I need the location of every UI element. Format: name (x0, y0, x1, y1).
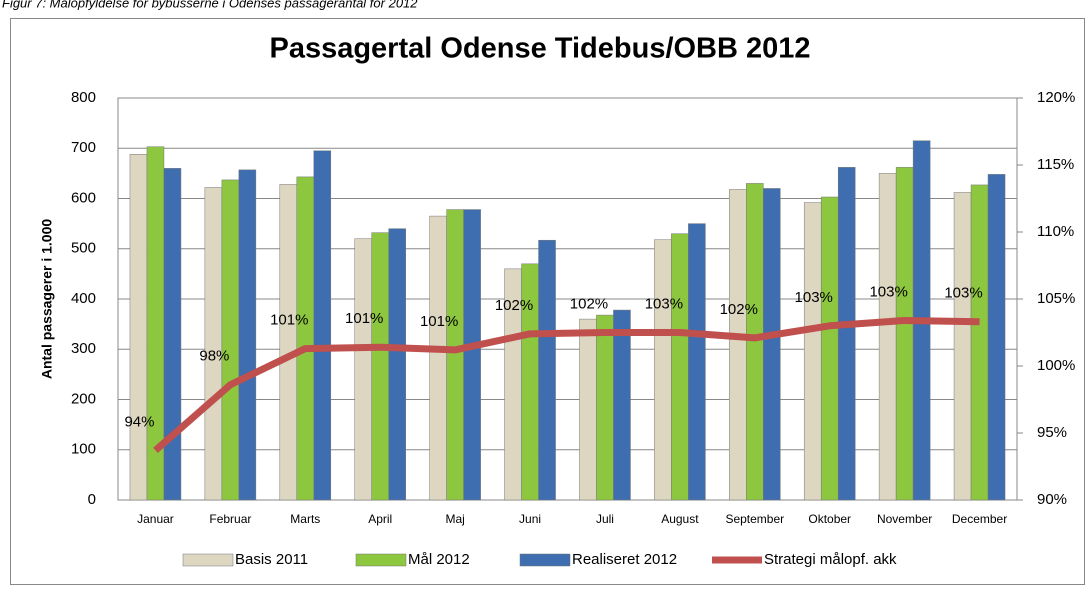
bar (654, 239, 672, 501)
y-axis-label: Antal passagerer i 1.000 (39, 219, 55, 380)
y-tick-label: 400 (71, 290, 96, 307)
y-tick-label: 600 (71, 189, 96, 206)
data-label: 103% (869, 283, 907, 300)
x-tick-label: Februar (209, 512, 251, 526)
bar (388, 228, 406, 501)
bar (446, 209, 464, 501)
y2-tick-label: 90% (1037, 491, 1067, 508)
legend-swatch (355, 553, 407, 567)
y-tick-label: 0 (88, 491, 96, 508)
y2-tick-label: 95% (1037, 424, 1067, 441)
bar (688, 223, 706, 501)
data-label: 103% (944, 285, 982, 302)
x-tick-label: September (725, 512, 784, 526)
y-tick-label: 800 (71, 89, 96, 106)
x-tick-label: Januar (137, 512, 174, 526)
y2-tick-label: 100% (1037, 357, 1075, 374)
bar (163, 168, 182, 501)
data-label: 102% (570, 295, 608, 312)
x-tick-label: Maj (445, 512, 464, 526)
bar (279, 184, 298, 501)
y2-tick-label: 120% (1037, 89, 1075, 106)
y2-tick-label: 110% (1037, 223, 1074, 240)
bar (238, 169, 257, 501)
caption: Figur 7: Målopfyldelse for bybusserne i … (2, 0, 418, 10)
legend-label: Realiseret 2012 (572, 551, 677, 568)
data-label: 102% (495, 297, 533, 314)
x-tick-label: April (368, 512, 392, 526)
legend-label: Basis 2011 (235, 551, 308, 568)
y-tick-label: 200 (71, 390, 96, 407)
y-tick-label: 500 (71, 240, 96, 257)
chart-border (10, 18, 1085, 585)
bar (538, 239, 556, 501)
legend-swatch (519, 553, 571, 567)
bar (579, 318, 597, 501)
data-label: 101% (345, 310, 383, 327)
x-tick-label: Oktober (808, 512, 851, 526)
bar (803, 202, 822, 501)
bar (129, 154, 148, 501)
chart-title: Passagertal Odense Tidebus/OBB 2012 (269, 33, 810, 65)
data-label: 101% (270, 312, 308, 329)
x-tick-label: December (952, 512, 1007, 526)
bar (820, 196, 839, 501)
bar (596, 314, 614, 501)
bar (463, 209, 481, 501)
y2-tick-label: 105% (1037, 290, 1075, 307)
y-tick-label: 100 (71, 441, 96, 458)
x-tick-label: Marts (290, 512, 320, 526)
bar (837, 167, 856, 501)
bar (671, 233, 689, 501)
bar (729, 189, 747, 501)
legend-swatch (182, 553, 234, 567)
bar (746, 183, 764, 501)
bar (221, 179, 240, 501)
bar (895, 167, 914, 501)
bar (878, 173, 897, 501)
data-label: 98% (199, 348, 229, 365)
x-tick-label: Juli (596, 512, 614, 526)
bar (613, 309, 631, 501)
bar (763, 188, 781, 501)
data-label: 94% (124, 413, 154, 430)
y-tick-label: 300 (71, 340, 96, 357)
data-label: 102% (720, 301, 758, 318)
bar (987, 174, 1006, 501)
bar (204, 187, 223, 501)
x-tick-label: Juni (519, 512, 541, 526)
legend-label: Mål 2012 (408, 551, 470, 568)
data-label: 103% (795, 289, 833, 306)
line (153, 316, 980, 454)
x-tick-label: November (877, 512, 932, 526)
data-label: 103% (645, 295, 683, 312)
bar (429, 215, 447, 501)
bar (296, 176, 315, 501)
bar (953, 192, 972, 501)
legend-label: Strategi målopf. akk (764, 551, 897, 568)
y2-tick-label: 115% (1037, 156, 1074, 173)
data-label: 101% (420, 313, 458, 330)
bar (354, 238, 372, 501)
bar (371, 232, 389, 501)
x-tick-label: August (661, 512, 699, 526)
bar (970, 184, 989, 501)
y-tick-label: 700 (71, 139, 96, 156)
bar (313, 150, 332, 501)
